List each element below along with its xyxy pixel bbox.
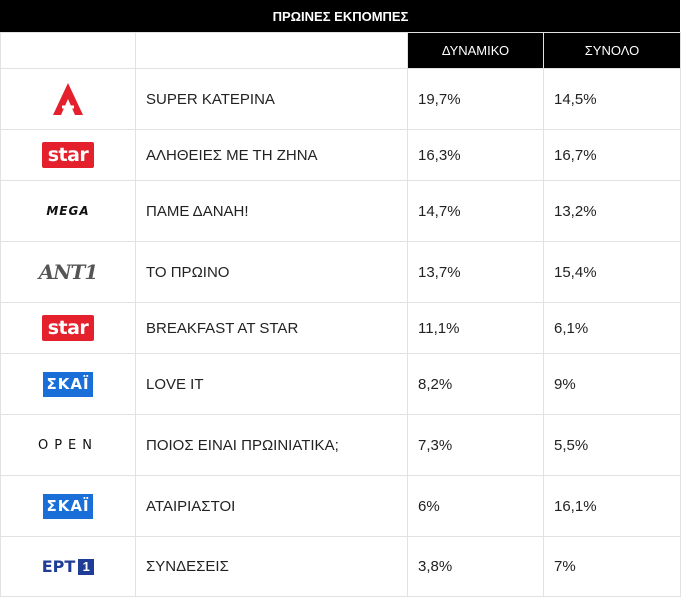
- table-title: ΠΡΩΙΝΕΣ ΕΚΠΟΜΠΕΣ: [0, 0, 680, 32]
- total-value: 9%: [543, 353, 681, 415]
- open-logo-icon: OPEN: [37, 437, 98, 453]
- star-logo-icon: star: [42, 142, 94, 168]
- dynamic-value: 8,2%: [407, 353, 544, 415]
- dynamic-value: 14,7%: [407, 180, 544, 242]
- table-row: ΣΚΑΪ LOVE IT 8,2% 9%: [0, 353, 681, 415]
- show-name: ΑΛΗΘΕΙΕΣ ΜΕ ΤΗ ΖΗΝΑ: [135, 129, 408, 181]
- channel-logo-cell: ΣΚΑΪ: [0, 353, 136, 415]
- dynamic-value: 3,8%: [407, 536, 544, 597]
- channel-logo-cell: ΕΡΤ 1: [0, 536, 136, 597]
- ant1-logo-icon: ΑΝΤ1: [38, 260, 99, 284]
- table-row: star BREAKFAST AT STAR 11,1% 6,1%: [0, 302, 681, 354]
- total-value: 15,4%: [543, 241, 681, 303]
- dynamic-value: 16,3%: [407, 129, 544, 181]
- channel-logo-cell: ΑΝΤ1: [0, 241, 136, 303]
- ratings-table: ΔΥΝΑΜΙΚΟ ΣΥΝΟΛΟ SUPER ΚΑΤΕΡΙΝΑ 19,7% 14,…: [0, 32, 681, 597]
- skai-logo-icon: ΣΚΑΪ: [43, 371, 93, 397]
- total-value: 14,5%: [543, 68, 681, 130]
- total-value: 16,1%: [543, 475, 681, 537]
- ert1-logo-icon: ΕΡΤ 1: [42, 557, 95, 576]
- star-logo-icon: star: [42, 315, 94, 341]
- channel-logo-cell: star: [0, 302, 136, 354]
- show-name: ΤΟ ΠΡΩΙΝΟ: [135, 241, 408, 303]
- total-value: 5,5%: [543, 414, 681, 476]
- channel-logo-cell: star: [0, 129, 136, 181]
- channel-logo-cell: MEGA: [0, 180, 136, 242]
- ert-logo-number: 1: [78, 558, 95, 575]
- alpha-logo-icon: [53, 83, 83, 115]
- show-name: BREAKFAST AT STAR: [135, 302, 408, 354]
- show-name: ΣΥΝΔΕΣΕΙΣ: [135, 536, 408, 597]
- show-name: ΠΑΜΕ ΔΑΝΑΗ!: [135, 180, 408, 242]
- show-name: SUPER ΚΑΤΕΡΙΝΑ: [135, 68, 408, 130]
- dynamic-value: 19,7%: [407, 68, 544, 130]
- channel-logo-cell: [0, 68, 136, 130]
- skai-logo-icon: ΣΚΑΪ: [43, 493, 93, 519]
- header-total: ΣΥΝΟΛΟ: [543, 32, 681, 69]
- table-row: star ΑΛΗΘΕΙΕΣ ΜΕ ΤΗ ΖΗΝΑ 16,3% 16,7%: [0, 129, 681, 181]
- total-value: 7%: [543, 536, 681, 597]
- table-row: ΕΡΤ 1 ΣΥΝΔΕΣΕΙΣ 3,8% 7%: [0, 536, 681, 597]
- header-logo-cell: [0, 32, 136, 69]
- channel-logo-cell: ΣΚΑΪ: [0, 475, 136, 537]
- dynamic-value: 6%: [407, 475, 544, 537]
- total-value: 16,7%: [543, 129, 681, 181]
- total-value: 6,1%: [543, 302, 681, 354]
- dynamic-value: 11,1%: [407, 302, 544, 354]
- mega-logo-icon: MEGA: [46, 204, 90, 218]
- header-show: [135, 32, 408, 69]
- show-name: LOVE IT: [135, 353, 408, 415]
- channel-logo-cell: OPEN: [0, 414, 136, 476]
- header-row: ΔΥΝΑΜΙΚΟ ΣΥΝΟΛΟ: [0, 32, 681, 69]
- table-row: SUPER ΚΑΤΕΡΙΝΑ 19,7% 14,5%: [0, 68, 681, 130]
- ert-logo-text: ΕΡΤ: [41, 557, 76, 576]
- header-dynamic: ΔΥΝΑΜΙΚΟ: [407, 32, 544, 69]
- show-name: ΠΟΙΟΣ ΕΙΝΑΙ ΠΡΩΙΝΙΑΤΙΚΑ;: [135, 414, 408, 476]
- total-value: 13,2%: [543, 180, 681, 242]
- dynamic-value: 13,7%: [407, 241, 544, 303]
- show-name: ΑΤΑΙΡΙΑΣΤΟΙ: [135, 475, 408, 537]
- table-row: MEGA ΠΑΜΕ ΔΑΝΑΗ! 14,7% 13,2%: [0, 180, 681, 242]
- table-row: OPEN ΠΟΙΟΣ ΕΙΝΑΙ ΠΡΩΙΝΙΑΤΙΚΑ; 7,3% 5,5%: [0, 414, 681, 476]
- dynamic-value: 7,3%: [407, 414, 544, 476]
- table-row: ΑΝΤ1 ΤΟ ΠΡΩΙΝΟ 13,7% 15,4%: [0, 241, 681, 303]
- table-row: ΣΚΑΪ ΑΤΑΙΡΙΑΣΤΟΙ 6% 16,1%: [0, 475, 681, 537]
